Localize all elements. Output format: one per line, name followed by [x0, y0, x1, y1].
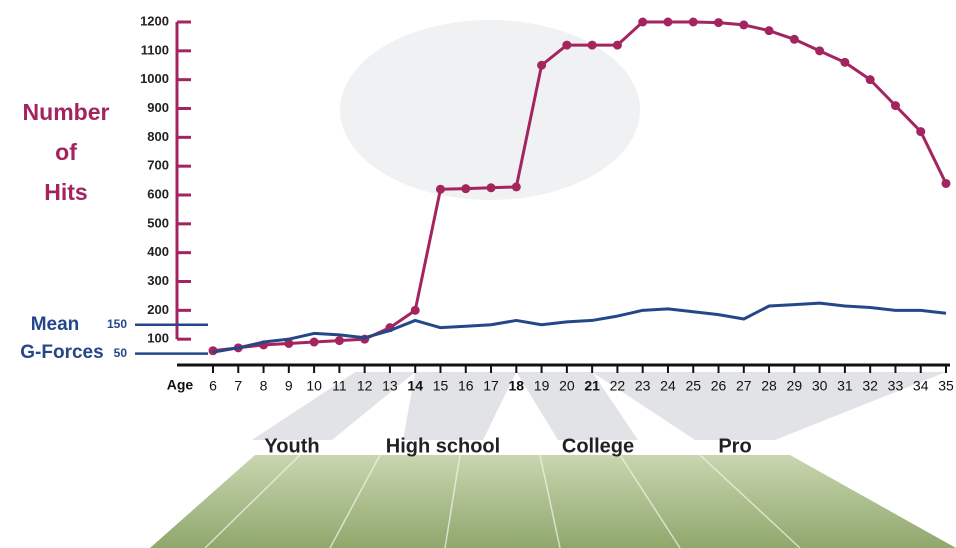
hit-marker [815, 46, 825, 56]
y-tick-label: 1100 [141, 42, 169, 57]
y-axis-label: Number [23, 99, 110, 125]
x-tick-label: 28 [761, 378, 777, 394]
x-tick-label: 25 [685, 378, 701, 394]
x-tick-label: 11 [332, 378, 347, 394]
hit-marker [410, 305, 420, 315]
stage-label: High school [386, 435, 500, 457]
x-tick-label: 27 [736, 378, 752, 394]
hit-marker [789, 34, 799, 44]
x-tick-label: 9 [285, 378, 293, 394]
hit-marker [486, 183, 496, 193]
hit-marker [537, 60, 547, 70]
x-tick-label: 21 [584, 378, 600, 394]
hit-marker [562, 40, 572, 50]
hit-marker [714, 18, 724, 28]
hit-marker [764, 26, 774, 36]
hit-marker [612, 40, 622, 50]
y-axis-label: Hits [44, 179, 87, 205]
y2-axis-label: Mean [31, 314, 80, 335]
stage-wedge [516, 372, 638, 440]
y-tick-label: 100 [147, 331, 169, 346]
x-tick-label: 31 [837, 378, 853, 394]
players-illustration [340, 20, 640, 200]
x-tick-label: 26 [711, 378, 727, 394]
x-tick-label: 12 [357, 378, 373, 394]
hit-marker [284, 338, 294, 348]
hit-marker [890, 101, 900, 111]
y-tick-label: 900 [147, 100, 169, 115]
y-tick-label: 600 [147, 186, 169, 201]
y-axis-label: of [55, 139, 77, 165]
x-tick-label: 34 [913, 378, 929, 394]
hit-marker [638, 17, 648, 27]
x-tick-label: 7 [234, 378, 242, 394]
x-tick-label: 19 [534, 378, 550, 394]
football-field [150, 455, 956, 548]
x-tick-label: 13 [382, 378, 398, 394]
y2-tick-label: 50 [114, 346, 128, 360]
hit-marker [435, 184, 445, 194]
stage-wedge [403, 372, 517, 440]
y-tick-label: 700 [147, 158, 169, 173]
stage-label: College [562, 435, 634, 457]
y-tick-label: 400 [147, 244, 169, 259]
hit-marker [865, 75, 875, 85]
y-tick-label: 1200 [140, 13, 169, 28]
y-tick-label: 1000 [140, 71, 169, 86]
x-tick-label: 24 [660, 378, 676, 394]
stage-wedge [592, 372, 946, 440]
stage-label: Pro [718, 435, 751, 457]
x-tick-label: 17 [483, 378, 499, 394]
x-tick-label: 6 [209, 378, 217, 394]
hit-marker [739, 20, 749, 30]
y-tick-label: 800 [147, 129, 169, 144]
x-tick-label: 22 [610, 378, 626, 394]
hit-marker [334, 336, 344, 346]
x-axis-label: Age [167, 377, 194, 393]
x-tick-label: 32 [862, 378, 878, 394]
hit-marker [941, 178, 951, 188]
y-tick-label: 200 [147, 302, 169, 317]
x-tick-label: 29 [787, 378, 803, 394]
x-tick-label: 16 [458, 378, 474, 394]
x-tick-label: 33 [888, 378, 904, 394]
x-tick-label: 10 [306, 378, 322, 394]
hit-marker [587, 40, 597, 50]
x-tick-label: 14 [407, 378, 423, 394]
x-tick-label: 23 [635, 378, 651, 394]
y-tick-label: 300 [147, 273, 169, 288]
field-lines [204, 454, 801, 548]
hit-marker [511, 182, 521, 192]
series-line [212, 301, 947, 354]
stage-label: Youth [264, 435, 319, 457]
x-tick-label: 15 [433, 378, 449, 394]
hit-marker [916, 127, 926, 137]
hit-marker [840, 57, 850, 67]
y-tick-label: 500 [147, 215, 169, 230]
hit-marker [663, 17, 673, 27]
hit-marker [688, 17, 698, 27]
stage-wedge [252, 372, 416, 440]
x-tick-label: 20 [559, 378, 575, 394]
y2-tick-label: 150 [107, 317, 127, 331]
x-tick-label: 30 [812, 378, 828, 394]
x-tick-label: 35 [938, 378, 954, 394]
hit-marker [461, 184, 471, 194]
hit-marker [309, 337, 319, 347]
y2-axis-label: G-Forces [20, 342, 103, 363]
x-tick-label: 8 [260, 378, 268, 394]
x-tick-label: 18 [509, 378, 525, 394]
